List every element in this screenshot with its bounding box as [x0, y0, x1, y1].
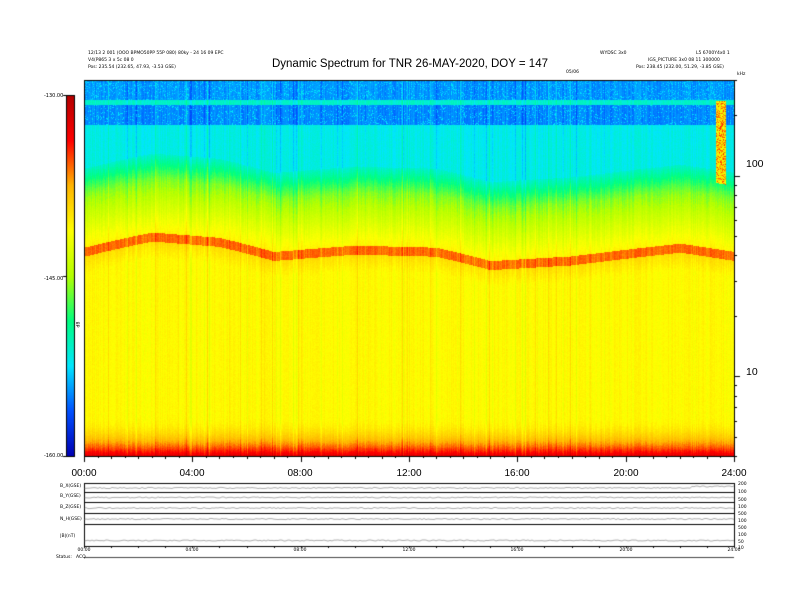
panel-label-bmag: |B|(nT) [60, 534, 76, 539]
y-tick-100: 100 [746, 158, 764, 170]
x-tick-1600: 16:00 [504, 468, 530, 479]
header-info-line-2: V4(P865 3 x 5c 08 0 [88, 58, 134, 63]
header-info-right-a2: IGS_PICTURE 3x0 08 11 300000 [648, 58, 720, 63]
x-tick-0000: 00:00 [71, 468, 97, 479]
header-info-right-a1: WYDSC 3x0 [600, 51, 627, 56]
panel-label-bx: B_X(GSE) [60, 484, 82, 489]
chart-title: Dynamic Spectrum for TNR 26-MAY-2020, DO… [271, 58, 548, 70]
panel-time-tick-0: 00:00 [77, 548, 91, 553]
panel-time-tick-4: 16:00 [510, 548, 524, 553]
header-position-left: Pos: 235.54 (232.65, 47.93, -3.53 GSE) [88, 65, 176, 70]
colorbar-mid-label: -145.00 [44, 276, 64, 282]
colorbar-axis-label: dB [76, 321, 82, 328]
panel-right-tick-8: 100 [738, 533, 747, 538]
x-tick-2400: 24:00 [721, 468, 747, 479]
panel-right-tick-2: 100 [738, 490, 747, 495]
x-tick-2000: 20:00 [613, 468, 639, 479]
colorbar-top-label: -130.00 [44, 93, 64, 99]
header-position-right: Pos: 238.45 (232.00, 51.29, -3.85 GSE) [636, 65, 724, 70]
time-marker-label: 05/06 [566, 70, 579, 75]
panel-time-tick-2: 08:00 [293, 548, 307, 553]
panel-time-tick-6: 24:00 [727, 548, 741, 553]
colorbar-bottom-label: -160.00 [44, 453, 64, 459]
y-tick-10: 10 [746, 366, 758, 378]
panel-time-tick-1: 04:00 [185, 548, 199, 553]
panel-label-bz: B_Z(GSE) [60, 505, 82, 510]
footer-status-label: Status: [56, 555, 72, 560]
panel-right-tick-1: 200 [738, 482, 747, 487]
right-axis-unit: kHz [737, 72, 746, 77]
x-tick-0800: 08:00 [287, 468, 313, 479]
panel-right-tick-10: 10 [738, 546, 744, 551]
panel-right-tick-7: 500 [738, 526, 747, 531]
panel-right-tick-6: 100 [738, 519, 747, 524]
header-info-right-b1: L5 6700Y4x0 1 [696, 51, 730, 56]
header-info-line-1: 12/13 2 001 (OOO BPMO50PP 55P 080) 80ky … [88, 51, 224, 56]
panel-time-tick-5: 20:00 [619, 548, 633, 553]
x-tick-0400: 04:00 [179, 468, 205, 479]
panel-label-nh: N_H(GSE) [60, 517, 82, 522]
panel-time-tick-3: 12:00 [402, 548, 416, 553]
panel-right-tick-4: 100 [738, 505, 747, 510]
panel-right-tick-9: 50 [738, 540, 744, 545]
footer-acq-label: ACQ [76, 555, 86, 560]
panel-right-tick-3: 500 [738, 498, 747, 503]
panel-label-by: B_Y(GSE) [60, 494, 81, 499]
panel-right-tick-5: 500 [738, 512, 747, 517]
x-tick-1200: 12:00 [396, 468, 422, 479]
